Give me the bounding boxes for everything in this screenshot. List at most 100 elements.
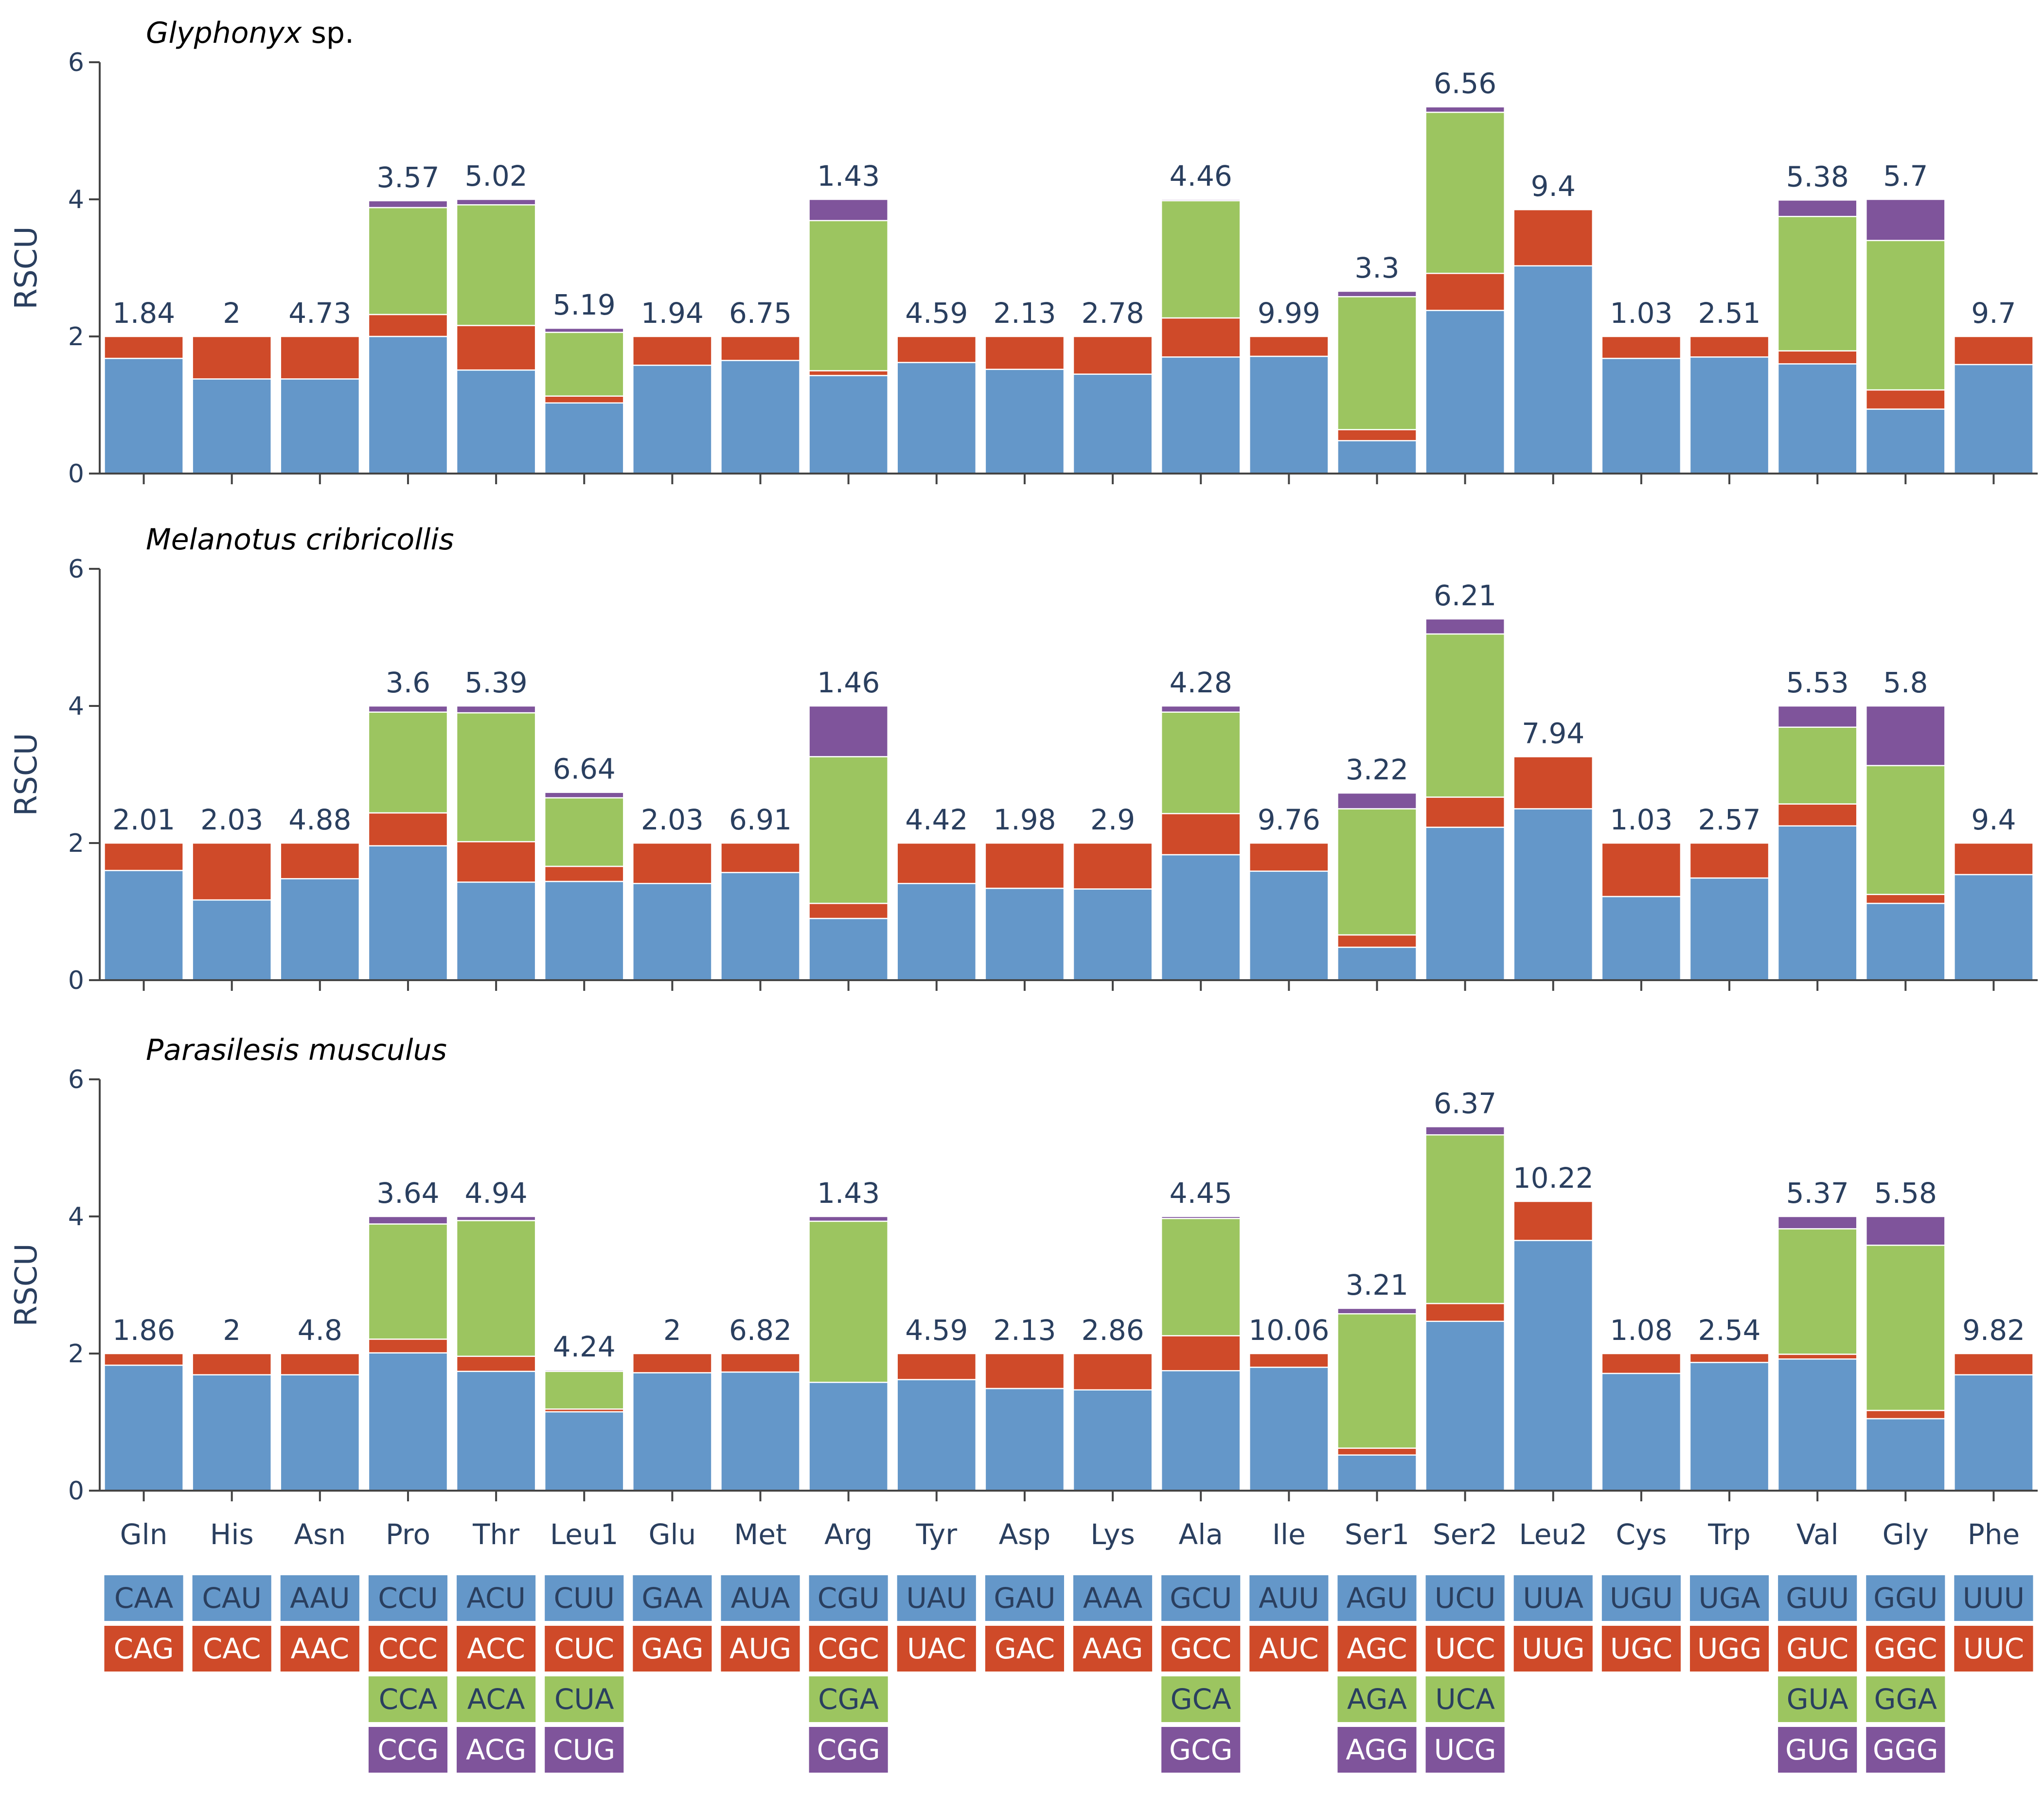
bar-stack-ile: 9.99 [1249, 297, 1329, 475]
bar-total-label: 4.59 [905, 1314, 968, 1347]
bar-total-label: 2.86 [1081, 1314, 1144, 1347]
bar-segment-gca [1160, 200, 1241, 319]
codon-box-agc: AGC [1337, 1626, 1417, 1672]
bar-stack-leu1: 5.19 [544, 288, 624, 475]
y-tick-label: 0 [68, 459, 84, 489]
bar-segment-aug [720, 842, 800, 873]
panel-3: Parasilesis musculus RSCU 0 2 4 6 1.86 2 4.8 3.64… [8, 1033, 2038, 1551]
codon-label: CGG [817, 1733, 880, 1766]
codon-box-cac: CAC [192, 1626, 271, 1672]
bar-segment-uca [1425, 111, 1505, 274]
codon-label: GAC [995, 1632, 1055, 1665]
bar-segment-uau [896, 882, 977, 981]
codon-label: UCC [1435, 1632, 1495, 1665]
bar-segment-auu [1249, 355, 1329, 475]
codon-label: UGG [1697, 1632, 1761, 1665]
bar-segment-aga [1337, 808, 1417, 936]
bar-segment-cuc [544, 395, 624, 404]
codon-box-bg [633, 1626, 712, 1672]
bar-stack-asn: 4.88 [280, 803, 360, 981]
codon-box-bg [1866, 1676, 1945, 1722]
bar-segment-cgg [808, 705, 889, 757]
codon-label: CUA [554, 1683, 614, 1716]
bar-segment-ucg [1425, 618, 1505, 635]
codon-box-uug: UUG [1513, 1626, 1593, 1672]
codon-label: CAA [114, 1582, 174, 1615]
bar-segment-aca [456, 712, 536, 843]
codon-label: UCU [1435, 1582, 1495, 1615]
codon-box-gga: GGA [1866, 1676, 1945, 1722]
codon-box-aac: AAC [280, 1626, 359, 1672]
codon-box-ucg: UCG [1425, 1727, 1505, 1773]
bar-segment-gua [1777, 726, 1858, 805]
bar-total-label: 4.73 [288, 297, 351, 330]
x-tick-label-ser1: Ser1 [1345, 1518, 1409, 1551]
codon-box-bg [545, 1676, 624, 1722]
codon-box-aca: ACA [457, 1676, 536, 1722]
codon-box-aga: AGA [1337, 1676, 1417, 1722]
codon-box-bg [1778, 1727, 1857, 1773]
x-tick-label-tyr: Tyr [916, 1518, 958, 1551]
codon-box-bg [809, 1575, 888, 1621]
x-tick-label-trp: Trp [1707, 1518, 1751, 1551]
codon-box-bg [1778, 1626, 1857, 1672]
codon-box-bg [457, 1676, 536, 1722]
bar-segment-ggu [1865, 1418, 1946, 1492]
bar-total-label: 2 [663, 1314, 681, 1347]
codon-label: AUG [729, 1632, 791, 1665]
bar-segment-aag [1072, 1353, 1153, 1390]
bar-segment-gcg [1160, 198, 1241, 202]
bar-segment-ggu [1865, 902, 1946, 981]
bar-stack-thr: 4.94 [456, 1177, 536, 1492]
codon-box-cgc: CGC [809, 1626, 888, 1672]
bar-segment-gcc [1160, 1335, 1241, 1372]
y-axis-title: RSCU [8, 226, 44, 309]
codon-box-bg [1073, 1626, 1153, 1672]
codon-box-bg [368, 1727, 448, 1773]
bar-segment-cag [104, 1353, 184, 1366]
codon-box-cug: CUG [545, 1727, 624, 1773]
bar-stack-leu2: 10.22 [1513, 1161, 1594, 1492]
bar-segment-uca [1425, 633, 1505, 798]
codon-box-bg [104, 1626, 183, 1672]
codon-box-bg [1073, 1575, 1153, 1621]
bar-stack-arg: 1.43 [808, 1177, 889, 1492]
bar-stack-trp: 2.54 [1689, 1314, 1770, 1492]
bar-total-label: 2.78 [1081, 297, 1144, 330]
bar-segment-uug [1513, 1200, 1594, 1241]
bar-segment-uuu [1954, 1374, 2034, 1492]
bar-total-label: 5.37 [1786, 1177, 1849, 1210]
bar-segment-ccc [368, 1338, 448, 1354]
bar-segment-cgu [808, 1381, 889, 1492]
x-tick-label-ala: Ala [1179, 1518, 1223, 1551]
codon-box-agg: AGG [1337, 1727, 1417, 1773]
bar-total-label: 3.57 [376, 161, 439, 194]
bar-total-label: 2.13 [993, 297, 1056, 330]
panel-title: Melanotus cribricollis [146, 523, 454, 557]
bar-stack-gly: 5.7 [1865, 159, 1946, 475]
codon-label: CUU [554, 1582, 615, 1615]
bar-stack-asp: 1.98 [984, 803, 1065, 981]
bar-segment-aau [280, 1374, 360, 1492]
bar-segment-cgc [808, 370, 889, 376]
bar-segment-cac [192, 1353, 272, 1375]
bar-segment-gua [1777, 216, 1858, 352]
bar-segment-ggu [1865, 408, 1946, 475]
y-tick-label: 4 [68, 185, 84, 214]
bar-total-label: 9.82 [1962, 1314, 2025, 1347]
bar-total-label: 9.4 [1971, 803, 2016, 836]
bar-segment-cug [544, 792, 624, 799]
bar-segment-cga [808, 756, 889, 904]
bar-stack-gln: 1.86 [104, 1314, 184, 1492]
bar-segment-cgc [808, 902, 889, 919]
codon-box-ccg: CCG [368, 1727, 448, 1773]
x-tick-label-leu1: Leu1 [550, 1518, 619, 1551]
bar-segment-uac [896, 1353, 977, 1380]
bar-segment-ccg [368, 705, 448, 713]
bar-stack-phe: 9.4 [1954, 803, 2034, 981]
codon-box-bg [545, 1727, 624, 1773]
y-tick-label: 6 [68, 555, 84, 584]
codon-box-cgg: CGG [809, 1727, 888, 1773]
bar-segment-cac [192, 335, 272, 380]
